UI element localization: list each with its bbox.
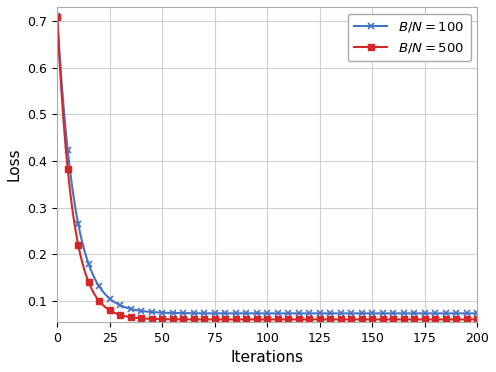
$B/N = 100$	[474, 311, 480, 315]
Legend: $B/N = 100$, $B/N = 500$: $B/N = 100$, $B/N = 500$	[348, 13, 471, 61]
$B/N = 100$	[281, 311, 287, 315]
Line: $B/N = 100$: $B/N = 100$	[55, 13, 480, 316]
$B/N = 100$	[54, 14, 60, 19]
Y-axis label: Loss: Loss	[7, 148, 22, 181]
$B/N = 100$	[231, 311, 237, 315]
$B/N = 500$	[57, 54, 62, 59]
$B/N = 500$	[281, 317, 287, 322]
$B/N = 500$	[92, 293, 98, 297]
$B/N = 500$	[438, 317, 444, 322]
$B/N = 100$	[92, 277, 98, 281]
$B/N = 100$	[438, 311, 444, 315]
X-axis label: Iterations: Iterations	[231, 350, 304, 365]
$B/N = 500$	[54, 15, 60, 19]
$B/N = 100$	[207, 311, 213, 315]
$B/N = 100$	[57, 48, 62, 52]
Line: $B/N = 500$: $B/N = 500$	[55, 15, 480, 322]
$B/N = 500$	[231, 317, 237, 322]
$B/N = 500$	[207, 317, 213, 322]
$B/N = 500$	[474, 317, 480, 322]
